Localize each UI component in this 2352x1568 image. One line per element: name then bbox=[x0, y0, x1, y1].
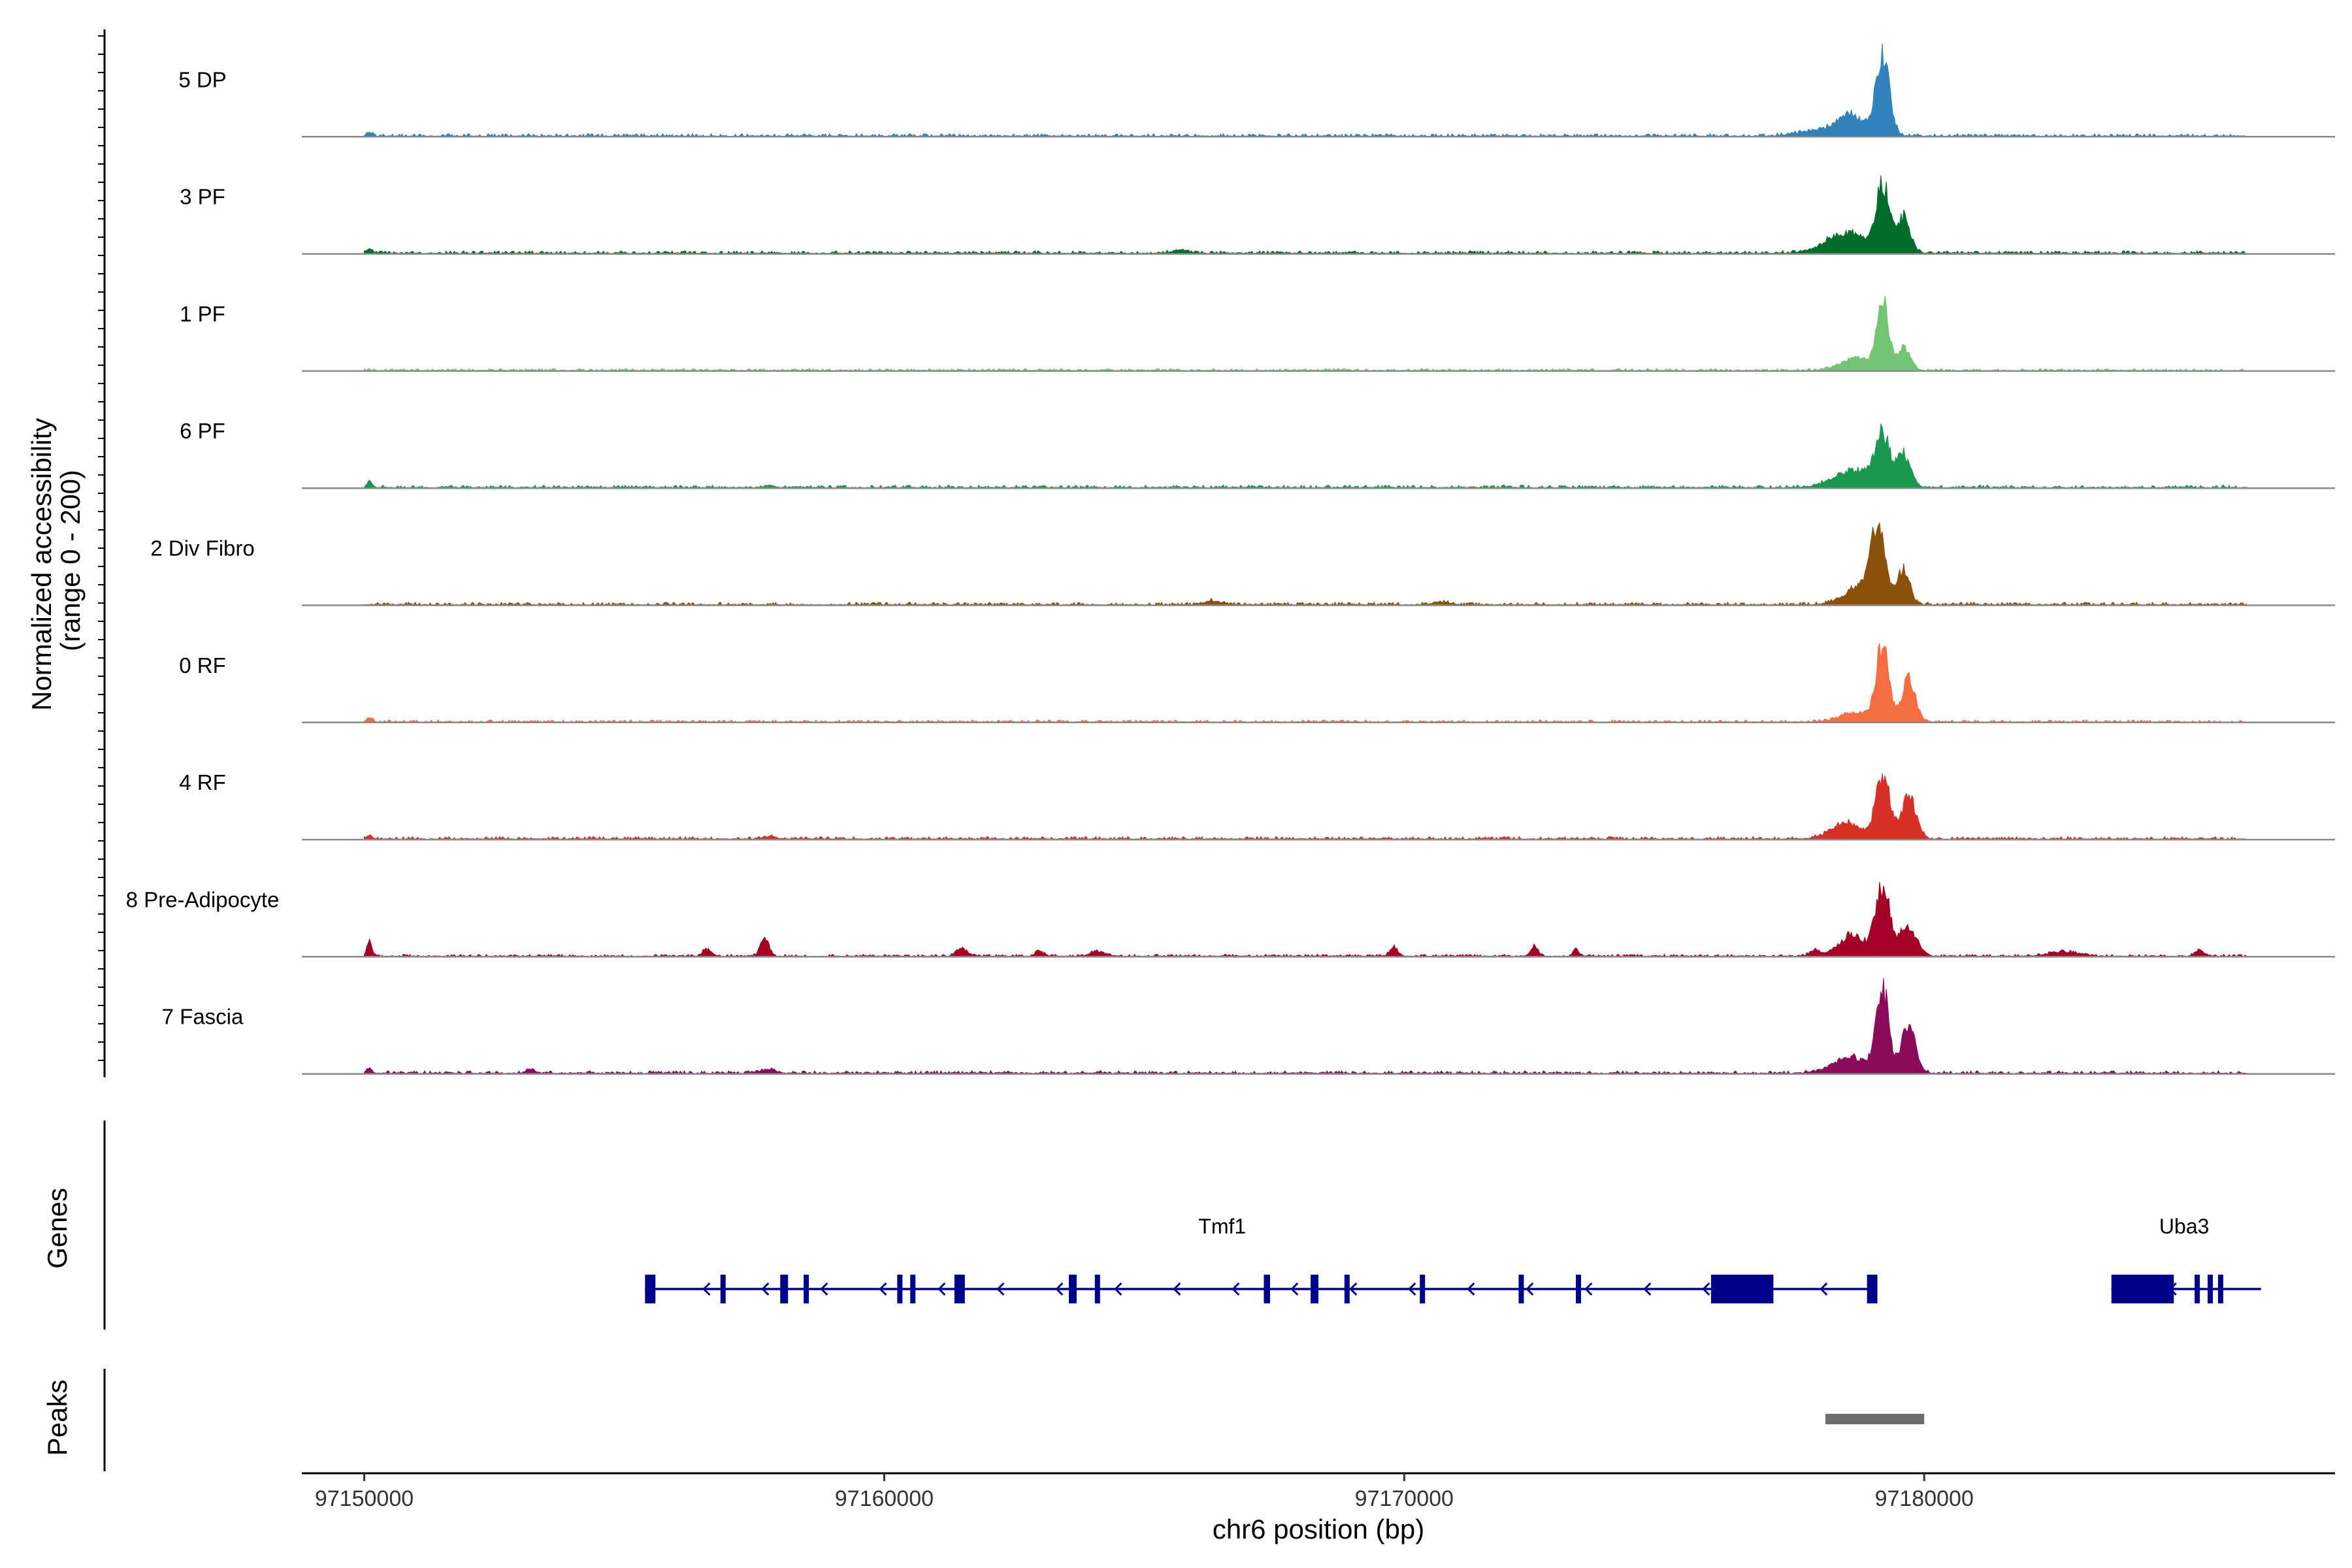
strand-arrow bbox=[761, 1282, 770, 1296]
coverage-area bbox=[364, 43, 2247, 137]
gene-exon bbox=[1867, 1275, 1878, 1303]
track-1-pf: 1 PF bbox=[180, 295, 2335, 372]
gene-exon bbox=[1710, 1275, 1774, 1303]
gene-exon bbox=[954, 1275, 965, 1303]
track-label: 5 DP bbox=[178, 67, 226, 91]
gene-exon bbox=[1420, 1275, 1426, 1303]
strand-arrow bbox=[1526, 1282, 1534, 1296]
peaks-track bbox=[103, 1369, 1925, 1471]
strand-arrow bbox=[1349, 1282, 1358, 1296]
strand-arrow bbox=[996, 1282, 1005, 1296]
coverage-area bbox=[364, 977, 2247, 1075]
track-label: 0 RF bbox=[179, 653, 226, 678]
gene-exon bbox=[2217, 1275, 2223, 1303]
strand-arrow bbox=[820, 1282, 828, 1296]
gene-exon bbox=[1068, 1275, 1077, 1303]
gene-exon bbox=[1311, 1275, 1318, 1303]
x-tick-label: 97150000 bbox=[315, 1486, 414, 1511]
genes-track-title: Genes bbox=[42, 1188, 73, 1269]
coverage-area bbox=[364, 882, 2247, 957]
x-tick-label: 97170000 bbox=[1355, 1486, 1454, 1511]
track-6-pf: 6 PF bbox=[180, 419, 2335, 489]
strand-arrow bbox=[1290, 1282, 1299, 1296]
coverage-area bbox=[364, 521, 2247, 606]
track-5-dp: 5 DP bbox=[178, 43, 2335, 138]
gene-exon bbox=[720, 1275, 726, 1303]
track-label: 2 Div Fibro bbox=[150, 536, 255, 561]
strand-arrow bbox=[1584, 1282, 1593, 1296]
coverage-tracks: 5 DP 3 PF 1 PF 6 PF 2 Div Fibro 0 RF 4 RF 8 Pre… bbox=[98, 29, 2335, 1077]
gene-exon bbox=[2208, 1275, 2213, 1303]
track-2-div-fibro: 2 Div Fibro bbox=[150, 521, 2335, 606]
strand-arrow bbox=[1055, 1282, 1064, 1296]
x-tick-label: 97160000 bbox=[835, 1486, 934, 1511]
track-label: 8 Pre-Adipocyte bbox=[126, 887, 280, 911]
track-4-rf: 4 RF bbox=[179, 770, 2335, 841]
strand-arrow bbox=[1408, 1282, 1416, 1296]
gene-label: Uba3 bbox=[2159, 1215, 2210, 1238]
gene-exon bbox=[1344, 1275, 1350, 1303]
strand-arrow bbox=[1702, 1282, 1710, 1296]
x-tick-label: 97180000 bbox=[1875, 1486, 1974, 1511]
strand-arrow bbox=[1820, 1282, 1828, 1296]
coverage-area bbox=[364, 773, 2247, 840]
strand-arrow bbox=[879, 1282, 887, 1296]
gene-exon bbox=[910, 1275, 916, 1303]
gene-exon bbox=[1575, 1275, 1581, 1303]
gene-uba3: Uba3 bbox=[2111, 1215, 2261, 1303]
strand-arrow bbox=[1467, 1282, 1475, 1296]
gene-exon bbox=[1264, 1275, 1270, 1303]
strand-arrow bbox=[1643, 1282, 1652, 1296]
gene-exon bbox=[2195, 1275, 2200, 1303]
gene-exon bbox=[780, 1275, 789, 1303]
track-label: 4 RF bbox=[179, 770, 226, 794]
coverage-area bbox=[364, 423, 2247, 489]
y-axis-title-line2: (range 0 - 200) bbox=[55, 470, 86, 651]
track-7-fascia: 7 Fascia bbox=[162, 977, 2335, 1075]
track-label: 7 Fascia bbox=[162, 1005, 244, 1029]
track-0-rf: 0 RF bbox=[179, 643, 2335, 724]
x-axis-title: chr6 position (bp) bbox=[1213, 1514, 1425, 1544]
track-label: 3 PF bbox=[180, 185, 225, 209]
peak-region bbox=[1825, 1414, 1925, 1424]
track-8-pre-adipocyte: 8 Pre-Adipocyte bbox=[126, 882, 2335, 958]
coverage-area bbox=[364, 175, 2247, 255]
gene-exon bbox=[645, 1275, 656, 1303]
track-3-pf: 3 PF bbox=[180, 175, 2335, 255]
track-label: 1 PF bbox=[180, 302, 225, 326]
x-axis: 97150000 97160000 97170000 97180000 bbox=[302, 1472, 2335, 1511]
gene-exon bbox=[1094, 1275, 1100, 1303]
gene-label: Tmf1 bbox=[1198, 1215, 1246, 1238]
gene-exon bbox=[897, 1275, 903, 1303]
strand-arrow bbox=[938, 1282, 946, 1296]
y-axis-title: Normalized accessibility (range 0 - 200) bbox=[26, 410, 86, 711]
strand-arrow bbox=[1173, 1282, 1181, 1296]
gene-exon bbox=[2111, 1275, 2174, 1303]
coverage-area bbox=[364, 643, 2247, 723]
gene-tmf1: Tmf1 bbox=[645, 1215, 1878, 1303]
peaks-track-title: Peaks bbox=[42, 1380, 73, 1456]
strand-arrow bbox=[1232, 1282, 1240, 1296]
genes-track: Tmf1 Uba3 bbox=[103, 1120, 2261, 1330]
track-label: 6 PF bbox=[180, 419, 225, 443]
coverage-area bbox=[364, 295, 2247, 372]
y-axis-title-line1: Normalized accessibility bbox=[26, 418, 57, 711]
strand-arrow bbox=[702, 1282, 711, 1296]
gene-exon bbox=[1518, 1275, 1524, 1303]
gene-exon bbox=[804, 1275, 809, 1303]
strand-arrow bbox=[1114, 1282, 1122, 1296]
